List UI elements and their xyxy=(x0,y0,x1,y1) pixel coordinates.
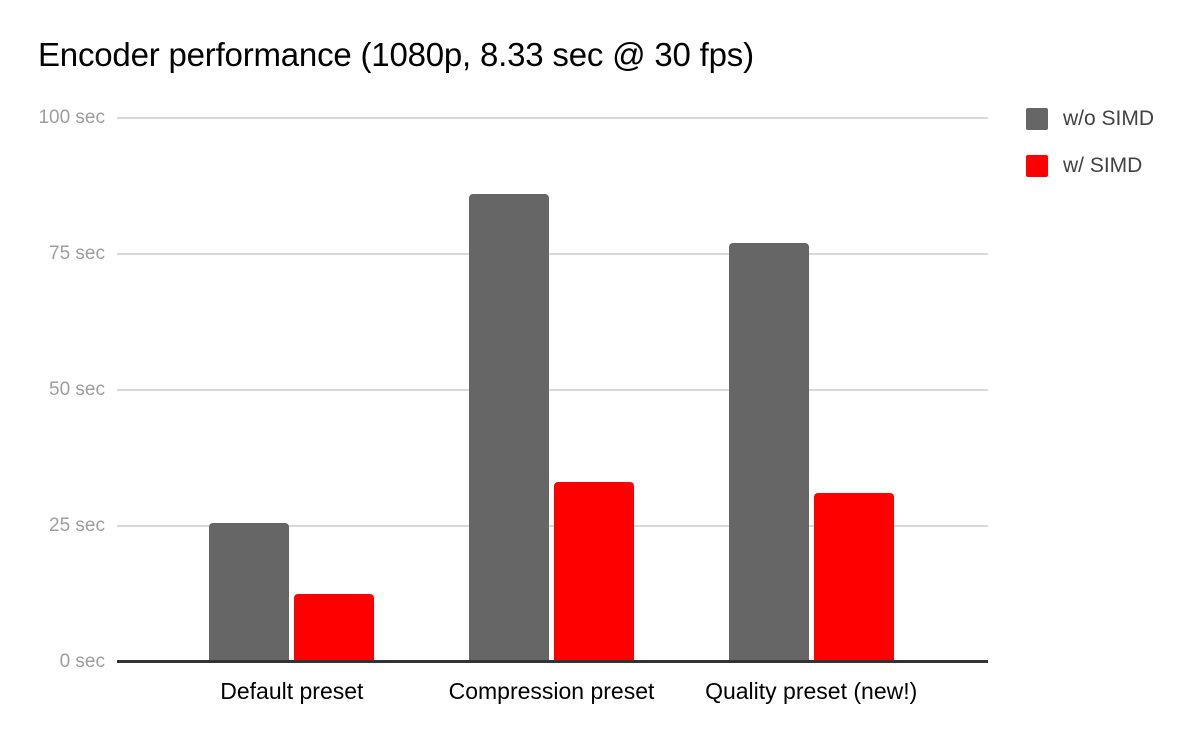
bar-groups xyxy=(162,118,941,662)
gridline xyxy=(117,117,988,119)
y-axis-tick-label: 0 sec xyxy=(59,651,105,672)
bar-w-simd-quality-preset-new xyxy=(813,493,894,662)
legend-label: w/ SIMD xyxy=(1063,154,1143,177)
chart-title: Encoder performance (1080p, 8.33 sec @ 3… xyxy=(38,36,754,73)
bar-w-o-simd-quality-preset-new xyxy=(728,243,809,662)
legend-label: w/o SIMD xyxy=(1063,107,1155,130)
legend-swatch xyxy=(1026,108,1048,130)
x-axis-category-label: Compression preset xyxy=(448,678,655,704)
x-axis-label-cell: Quality preset (new!) xyxy=(681,677,941,705)
legend-item-w-simd: w/ SIMD xyxy=(1026,155,1154,177)
bar-group-compression-preset xyxy=(422,118,682,662)
bar-group-default-preset xyxy=(162,118,422,662)
plot-area: 0 sec 25 sec 50 sec 75 sec 100 sec Default p… xyxy=(38,108,988,704)
y-axis-tick-label: 50 sec xyxy=(49,379,105,400)
bar-w-o-simd-default-preset xyxy=(209,523,290,662)
legend-swatch xyxy=(1026,155,1048,177)
y-axis-tick-label: 75 sec xyxy=(49,243,105,264)
gridline xyxy=(117,389,988,391)
y-axis-labels: 0 sec 25 sec 50 sec 75 sec 100 sec xyxy=(0,108,105,672)
bar-w-o-simd-compression-preset xyxy=(469,194,549,662)
bar-w-simd-default-preset xyxy=(294,594,375,662)
y-axis-tick-label: 25 sec xyxy=(49,515,105,536)
gridline xyxy=(117,253,988,255)
legend: w/o SIMD w/ SIMD xyxy=(1026,108,1154,177)
legend-item-w-o-simd: w/o SIMD xyxy=(1026,108,1154,130)
x-axis-label-cell: Compression preset xyxy=(422,677,682,705)
bar-w-simd-compression-preset xyxy=(554,482,634,662)
bar-group-quality-preset-new xyxy=(681,118,941,662)
x-axis-labels: Default preset Compression preset Quality … xyxy=(162,677,941,705)
x-axis-category-label: Default preset xyxy=(220,678,364,704)
x-axis-category-label: Quality preset (new!) xyxy=(705,678,918,704)
y-axis-tick-label: 100 sec xyxy=(38,107,105,128)
x-axis-label-cell: Default preset xyxy=(162,677,422,705)
gridline xyxy=(117,525,988,527)
x-axis-line xyxy=(117,660,988,663)
